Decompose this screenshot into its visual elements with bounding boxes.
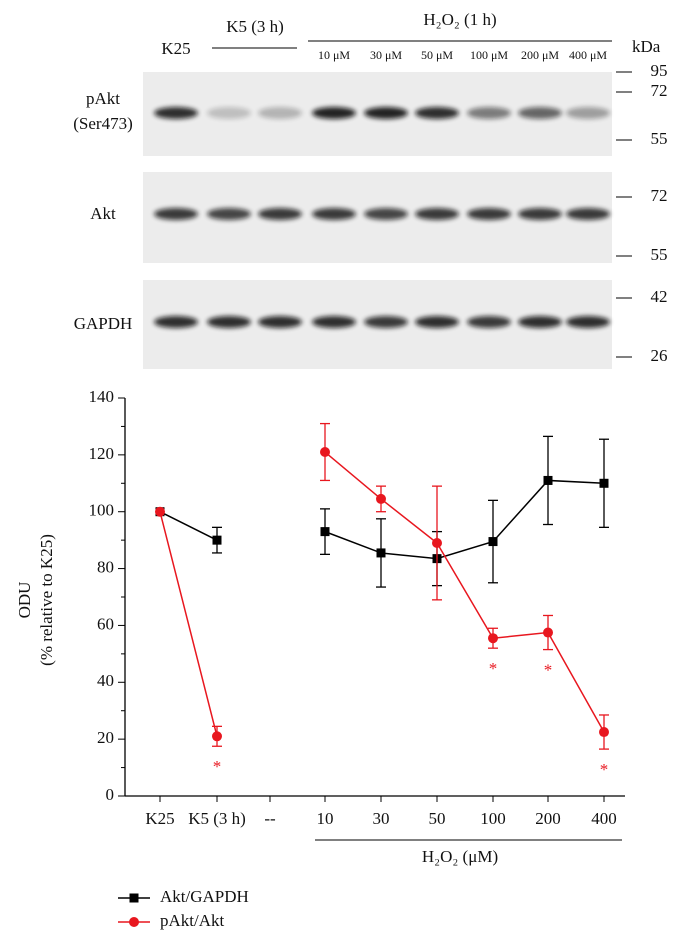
significance-label: *: [600, 760, 609, 779]
group-label: H₂O₂ (1 h): [423, 10, 496, 29]
blot-band: [566, 316, 610, 328]
blot-band: [566, 107, 610, 119]
marker: [155, 506, 165, 517]
marker: [543, 475, 553, 485]
series-line: [159, 451, 605, 737]
marker-label: 95: [651, 61, 668, 80]
blot-band: [154, 316, 198, 328]
blot-band: [467, 107, 511, 119]
blot-band: [312, 208, 356, 220]
x-tick-label: 50: [429, 809, 446, 828]
row-label: (Ser473): [73, 114, 132, 133]
blot-band: [364, 208, 408, 220]
marker-label: 42: [651, 287, 668, 306]
blot-band: [518, 316, 562, 328]
x-tick-label: K5 (3 h): [188, 809, 246, 828]
group-label: K5 (3 h): [226, 17, 284, 36]
blot-band: [415, 316, 459, 328]
unit-label: kDa: [632, 37, 661, 56]
blot-band: [518, 107, 562, 119]
marker: [320, 527, 330, 537]
marker-label: 72: [651, 186, 668, 205]
blot-band: [467, 316, 511, 328]
marker: [543, 627, 553, 638]
x-tick-label: 400: [591, 809, 617, 828]
row-label: GAPDH: [74, 314, 133, 333]
blot-band: [566, 208, 610, 220]
blot-band: [312, 107, 356, 119]
blot-band: [154, 107, 198, 119]
concentration-label: 400 μM: [569, 48, 607, 62]
y-tick-label: 0: [106, 785, 115, 804]
concentration-label: 10 μM: [318, 48, 350, 62]
significance-label: *: [213, 757, 222, 776]
concentration-label: 50 μM: [421, 48, 453, 62]
row-label: Akt: [90, 204, 116, 223]
y-axis-title: ODU: [15, 582, 34, 619]
y-tick-label: 60: [97, 614, 114, 633]
blot-band: [258, 208, 302, 220]
significance-label: *: [489, 659, 498, 678]
x-tick-label: 30: [373, 809, 390, 828]
marker: [212, 535, 222, 545]
marker: [599, 727, 609, 738]
marker: [376, 548, 386, 558]
marker-label: 72: [651, 81, 668, 100]
marker-label: 55: [651, 245, 668, 264]
marker-label: 55: [651, 129, 668, 148]
blot-band: [258, 316, 302, 328]
x-tick-label: --: [264, 809, 276, 828]
blot-band: [364, 316, 408, 328]
legend-marker: [129, 917, 139, 927]
series-line: [159, 479, 605, 560]
x-tick-label: K25: [145, 809, 174, 828]
legend-label: Akt/GAPDH: [160, 887, 249, 906]
x-tick-label: 10: [317, 809, 334, 828]
significance-label: *: [544, 660, 553, 679]
blot-band: [258, 107, 302, 119]
marker-label: 26: [651, 346, 668, 365]
marker: [376, 493, 386, 504]
legend-marker: [129, 893, 139, 903]
y-tick-label: 40: [97, 671, 114, 690]
marker: [488, 633, 498, 644]
y-tick-label: 20: [97, 728, 114, 747]
marker: [320, 447, 330, 458]
concentration-label: 200 μM: [521, 48, 559, 62]
y-axis-title: (% relative to K25): [37, 534, 56, 666]
blot-band: [467, 208, 511, 220]
x-tick-label: 100: [480, 809, 506, 828]
row-label: pAkt: [86, 89, 120, 108]
blot-band: [207, 316, 251, 328]
marker: [488, 537, 498, 547]
y-tick-label: 80: [97, 557, 114, 576]
y-tick-label: 100: [89, 501, 115, 520]
concentration-label: 30 μM: [370, 48, 402, 62]
blot-band: [518, 208, 562, 220]
marker: [432, 537, 442, 548]
blot-band: [415, 107, 459, 119]
group-label: K25: [161, 39, 190, 58]
marker: [599, 478, 609, 488]
blot-band: [415, 208, 459, 220]
blot-band: [312, 316, 356, 328]
blot-band: [207, 107, 251, 119]
blot-band: [207, 208, 251, 220]
group-label: H₂O₂ (μM): [422, 847, 498, 866]
x-tick-label: 200: [535, 809, 561, 828]
concentration-label: 100 μM: [470, 48, 508, 62]
y-tick-label: 140: [89, 387, 115, 406]
blot-band: [154, 208, 198, 220]
y-tick-label: 120: [89, 444, 115, 463]
legend-label: pAkt/Akt: [160, 911, 225, 930]
marker: [212, 731, 222, 742]
blot-band: [364, 107, 408, 119]
